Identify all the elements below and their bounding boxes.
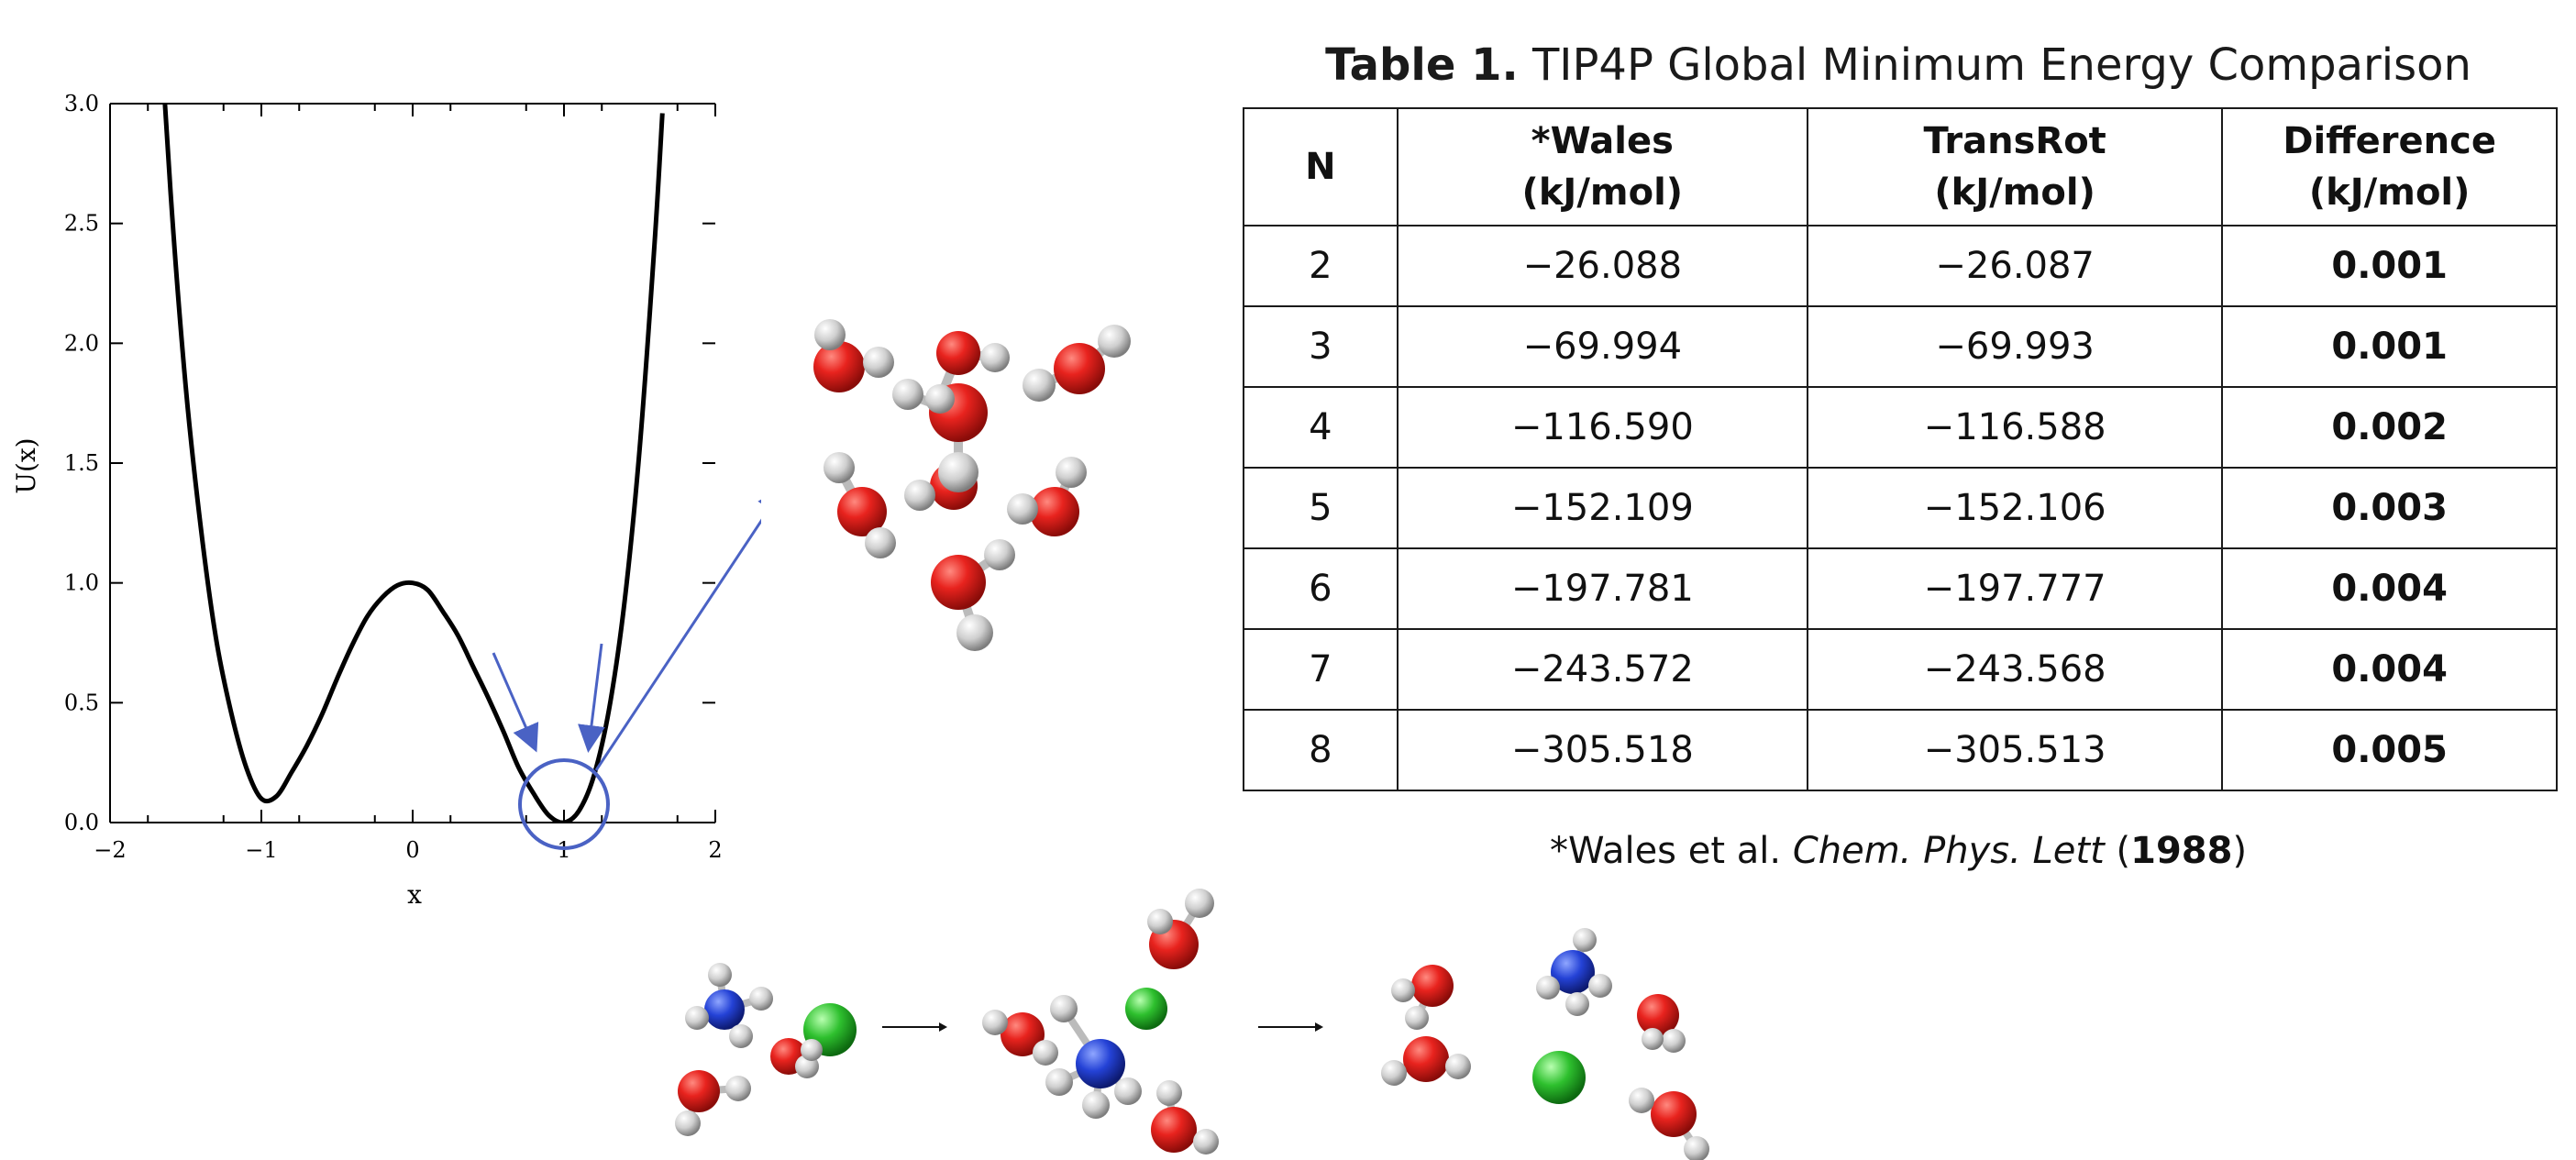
chart-annotation <box>492 485 761 850</box>
molecule-atoms <box>813 319 1131 651</box>
arrow-right <box>578 643 605 753</box>
cell-difference: 0.001 <box>2221 305 2558 388</box>
cell-n: 3 <box>1243 305 1399 388</box>
cell-transrot: −69.993 <box>1806 305 2224 388</box>
header-n: N <box>1243 107 1399 226</box>
cell-wales: −305.518 <box>1396 709 1808 791</box>
y-tick-label: 2.0 <box>64 330 99 356</box>
energy-comparison-table: N *Wales (kJ/mol) TransRot (kJ/mol) Differ… <box>1243 107 2558 791</box>
table-caption: TIP4P Global Minimum Energy Comparison <box>1531 39 2471 91</box>
table-row: 3 −69.994 −69.993 0.001 <box>1243 305 2558 388</box>
chart-ticks: −2 −1 0 1 20.00.51.01.52.02.53.0 <box>64 91 723 863</box>
cell-difference: 0.005 <box>2221 709 2558 791</box>
cell-wales: −197.781 <box>1396 547 1808 630</box>
cell-wales: −152.109 <box>1396 467 1808 549</box>
table-title: Table 1. TIP4P Global Minimum Energy Com… <box>1238 33 2559 97</box>
cell-transrot: −243.568 <box>1806 628 2224 711</box>
header-difference-line2: (kJ/mol) <box>2308 171 2471 214</box>
table-row: 2 −26.088 −26.087 0.001 <box>1243 225 2558 307</box>
table-row: 5 −152.109 −152.106 0.003 <box>1243 467 2558 549</box>
y-tick-label: 1.5 <box>64 450 99 476</box>
y-tick-label: 2.5 <box>64 211 99 237</box>
cell-difference: 0.003 <box>2221 467 2558 549</box>
cell-transrot: −26.087 <box>1806 225 2224 307</box>
header-wales: *Wales (kJ/mol) <box>1396 107 1808 226</box>
cluster-snapshot-1 <box>675 963 857 1136</box>
cluster-snapshot-2 <box>982 889 1219 1154</box>
table-row: 8 −305.518 −305.513 0.005 <box>1243 709 2558 791</box>
potential-energy-chart: −2 −1 0 1 20.00.51.01.52.02.53.0 x U(x) <box>11 91 761 910</box>
water-cluster-molecule <box>813 319 1131 651</box>
cell-wales: −69.994 <box>1396 305 1808 388</box>
header-transrot-line2: (kJ/mol) <box>1934 171 2095 214</box>
footnote-journal: Chem. Phys. Lett <box>1792 830 2105 872</box>
cell-difference: 0.001 <box>2221 225 2558 307</box>
footnote-year: 1988 <box>2130 830 2233 872</box>
header-wales-line2: (kJ/mol) <box>1521 171 1684 214</box>
cell-n: 7 <box>1243 628 1399 711</box>
potential-curve <box>162 104 665 823</box>
cell-transrot: −116.588 <box>1806 386 2224 469</box>
cell-n: 2 <box>1243 225 1399 307</box>
y-tick-label: 0.5 <box>64 690 99 715</box>
table-footnote: *Wales et al. Chem. Phys. Lett (1988) <box>1238 821 2559 881</box>
cell-difference: 0.002 <box>2221 386 2558 469</box>
y-tick-label: 1.0 <box>64 570 99 596</box>
cell-wales: −26.088 <box>1396 225 1808 307</box>
cell-n: 6 <box>1243 547 1399 630</box>
cell-transrot: −305.513 <box>1806 709 2224 791</box>
footnote-paren-close: ) <box>2232 830 2248 872</box>
chart-curve-layer <box>162 104 665 823</box>
cell-difference: 0.004 <box>2221 628 2558 711</box>
table-number: Table 1. <box>1325 39 1519 91</box>
header-transrot-line1: TransRot <box>1923 120 2106 162</box>
header-transrot: TransRot (kJ/mol) <box>1806 107 2224 226</box>
footnote-authors: *Wales et al. <box>1549 830 1782 872</box>
x-tick-label: −2 <box>94 837 126 863</box>
x-axis-label: x <box>407 879 422 910</box>
cell-n: 8 <box>1243 709 1399 791</box>
arrow-left <box>492 652 539 753</box>
y-axis-label: U(x) <box>11 437 41 493</box>
minimum-highlight-circle <box>518 758 610 850</box>
cell-wales: −243.572 <box>1396 628 1808 711</box>
cell-transrot: −152.106 <box>1806 467 2224 549</box>
x-tick-label: 0 <box>405 837 419 863</box>
table-row: 4 −116.590 −116.588 0.002 <box>1243 386 2558 469</box>
y-tick-label: 0.0 <box>64 810 99 835</box>
x-tick-label: 2 <box>708 837 722 863</box>
header-difference: Difference (kJ/mol) <box>2221 107 2558 226</box>
y-tick-label: 3.0 <box>64 91 99 116</box>
header-n-label: N <box>1305 146 1336 188</box>
table-row: 6 −197.781 −197.777 0.004 <box>1243 547 2558 630</box>
arrow-to-structure <box>594 485 761 771</box>
cluster-snapshot-3 <box>1381 928 1709 1160</box>
reaction-arrow-1 <box>882 1022 947 1032</box>
cell-transrot: −197.777 <box>1806 547 2224 630</box>
cell-difference: 0.004 <box>2221 547 2558 630</box>
cell-wales: −116.590 <box>1396 386 1808 469</box>
footnote-paren-open: ( <box>2116 830 2131 872</box>
table-header-row: N *Wales (kJ/mol) TransRot (kJ/mol) Differ… <box>1243 107 2558 226</box>
reaction-arrow-2 <box>1258 1022 1323 1032</box>
header-difference-line1: Difference <box>2283 120 2496 162</box>
x-tick-label: −1 <box>245 837 277 863</box>
header-wales-line1: *Wales <box>1531 120 1674 162</box>
chart-axes <box>109 103 715 823</box>
cell-n: 5 <box>1243 467 1399 549</box>
table-row: 7 −243.572 −243.568 0.004 <box>1243 628 2558 711</box>
cell-n: 4 <box>1243 386 1399 469</box>
